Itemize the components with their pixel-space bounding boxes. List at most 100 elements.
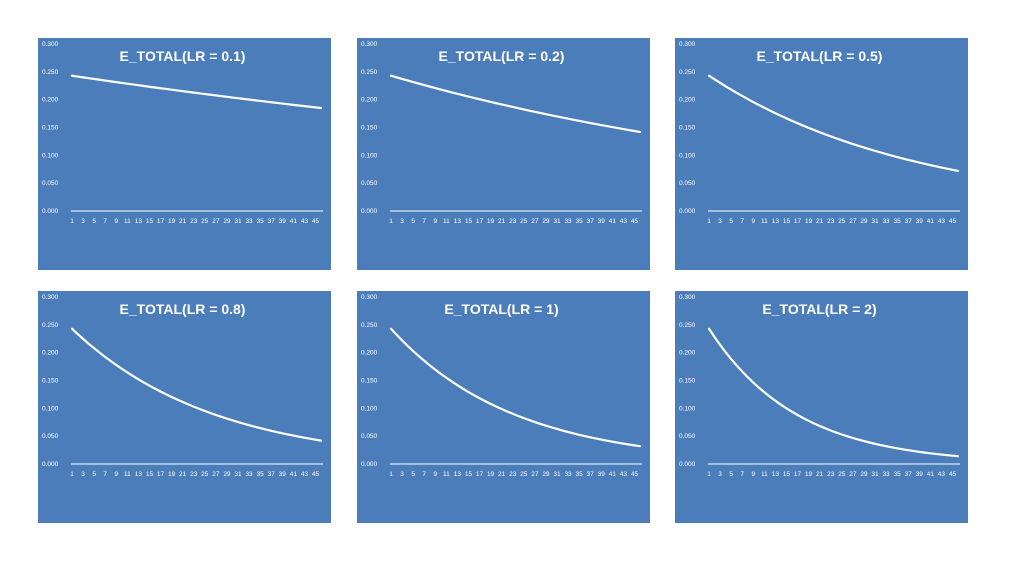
x-tick-label: 35 (894, 471, 902, 478)
y-tick-label: 0.100 (679, 152, 696, 159)
x-tick-label: 15 (465, 471, 473, 478)
y-tick-label: 0.300 (361, 294, 378, 301)
x-tick-label: 31 (871, 471, 879, 478)
y-tick-label: 0.050 (42, 433, 59, 440)
x-tick-label: 33 (245, 471, 253, 478)
y-tick-label: 0.200 (679, 350, 696, 357)
y-tick-label: 0.300 (42, 294, 59, 301)
x-tick-label: 15 (783, 218, 791, 225)
x-tick-label: 9 (433, 218, 437, 225)
x-tick-label: 43 (620, 471, 628, 478)
x-tick-label: 31 (234, 471, 242, 478)
x-tick-label: 27 (531, 471, 539, 478)
y-tick-label: 0.000 (42, 208, 59, 215)
x-tick-label: 27 (212, 471, 220, 478)
x-tick-label: 1 (70, 218, 74, 225)
x-tick-label: 15 (146, 218, 154, 225)
x-tick-label: 23 (827, 218, 835, 225)
x-tick-label: 45 (312, 471, 320, 478)
x-tick-label: 29 (542, 218, 550, 225)
x-tick-label: 37 (905, 218, 913, 225)
y-tick-label: 0.300 (679, 41, 696, 48)
x-tick-label: 3 (718, 471, 722, 478)
chart-background (675, 38, 968, 270)
x-tick-label: 27 (212, 218, 220, 225)
x-tick-label: 35 (894, 218, 902, 225)
y-tick-label: 0.000 (361, 208, 378, 215)
y-tick-label: 0.150 (361, 378, 378, 385)
x-tick-label: 13 (454, 471, 462, 478)
x-tick-label: 33 (564, 471, 572, 478)
x-tick-label: 37 (905, 471, 913, 478)
chart-title: E_TOTAL(LR = 0.1) (120, 48, 246, 64)
x-tick-label: 37 (268, 218, 276, 225)
x-tick-label: 45 (631, 471, 639, 478)
y-tick-label: 0.200 (361, 97, 378, 104)
x-tick-label: 27 (531, 218, 539, 225)
y-tick-label: 0.000 (42, 461, 59, 468)
y-tick-label: 0.100 (42, 405, 59, 412)
y-tick-label: 0.050 (679, 433, 696, 440)
x-tick-label: 21 (179, 471, 187, 478)
x-tick-label: 39 (916, 218, 924, 225)
y-tick-label: 0.250 (361, 69, 378, 76)
x-tick-label: 13 (135, 218, 143, 225)
x-tick-label: 45 (949, 471, 957, 478)
x-tick-label: 45 (631, 218, 639, 225)
x-tick-label: 39 (598, 471, 606, 478)
x-tick-label: 43 (301, 471, 309, 478)
x-tick-label: 29 (860, 218, 868, 225)
x-tick-label: 21 (816, 471, 824, 478)
x-tick-label: 39 (916, 471, 924, 478)
x-tick-label: 23 (190, 218, 198, 225)
x-tick-label: 17 (476, 471, 484, 478)
x-tick-label: 43 (938, 471, 946, 478)
x-tick-label: 15 (465, 218, 473, 225)
x-tick-label: 39 (598, 218, 606, 225)
x-tick-label: 7 (103, 471, 107, 478)
x-tick-label: 17 (794, 218, 802, 225)
x-tick-label: 11 (761, 218, 768, 225)
chart-panel-lr-1: 0.000 0.050 0.100 0.150 0.200 0.250 0.300 1 3 5 7 9… (357, 291, 650, 523)
x-tick-label: 3 (718, 218, 722, 225)
x-tick-label: 13 (772, 218, 780, 225)
x-tick-label: 11 (124, 471, 131, 478)
series-line (389, 74, 642, 134)
x-tick-label: 35 (576, 471, 584, 478)
x-tick-label: 19 (168, 218, 176, 225)
x-tick-label: 45 (949, 218, 957, 225)
x-tick-label: 33 (882, 471, 890, 478)
y-tick-label: 0.200 (361, 350, 378, 357)
x-tick-label: 15 (146, 471, 154, 478)
x-tick-label: 31 (553, 218, 561, 225)
x-tick-label: 11 (761, 471, 768, 478)
y-tick-label: 0.150 (679, 125, 696, 132)
x-tick-label: 33 (882, 218, 890, 225)
x-tick-label: 17 (157, 218, 165, 225)
x-tick-label: 37 (587, 218, 595, 225)
x-tick-label: 11 (443, 218, 450, 225)
x-tick-label: 41 (290, 218, 298, 225)
chart-background (357, 291, 650, 523)
x-tick-label: 17 (157, 471, 165, 478)
x-tick-label: 9 (433, 471, 437, 478)
x-tick-label: 19 (487, 471, 495, 478)
y-tick-label: 0.200 (42, 97, 59, 104)
x-tick-label: 1 (707, 218, 711, 225)
x-tick-label: 25 (838, 218, 846, 225)
chart-background (38, 38, 331, 270)
x-tick-label: 23 (509, 218, 517, 225)
series-line (707, 74, 960, 173)
x-tick-label: 9 (114, 218, 118, 225)
x-tick-label: 19 (805, 471, 813, 478)
series-line (389, 327, 642, 448)
x-tick-label: 27 (849, 471, 857, 478)
x-tick-label: 43 (301, 218, 309, 225)
chart-panel-lr-0-1: 0.000 0.050 0.100 0.150 0.200 0.250 0.300 1 3 5 7 9… (38, 38, 331, 270)
chart-title: E_TOTAL(LR = 1) (444, 301, 558, 317)
chart-title: E_TOTAL(LR = 0.5) (757, 48, 883, 64)
x-tick-label: 29 (223, 218, 231, 225)
